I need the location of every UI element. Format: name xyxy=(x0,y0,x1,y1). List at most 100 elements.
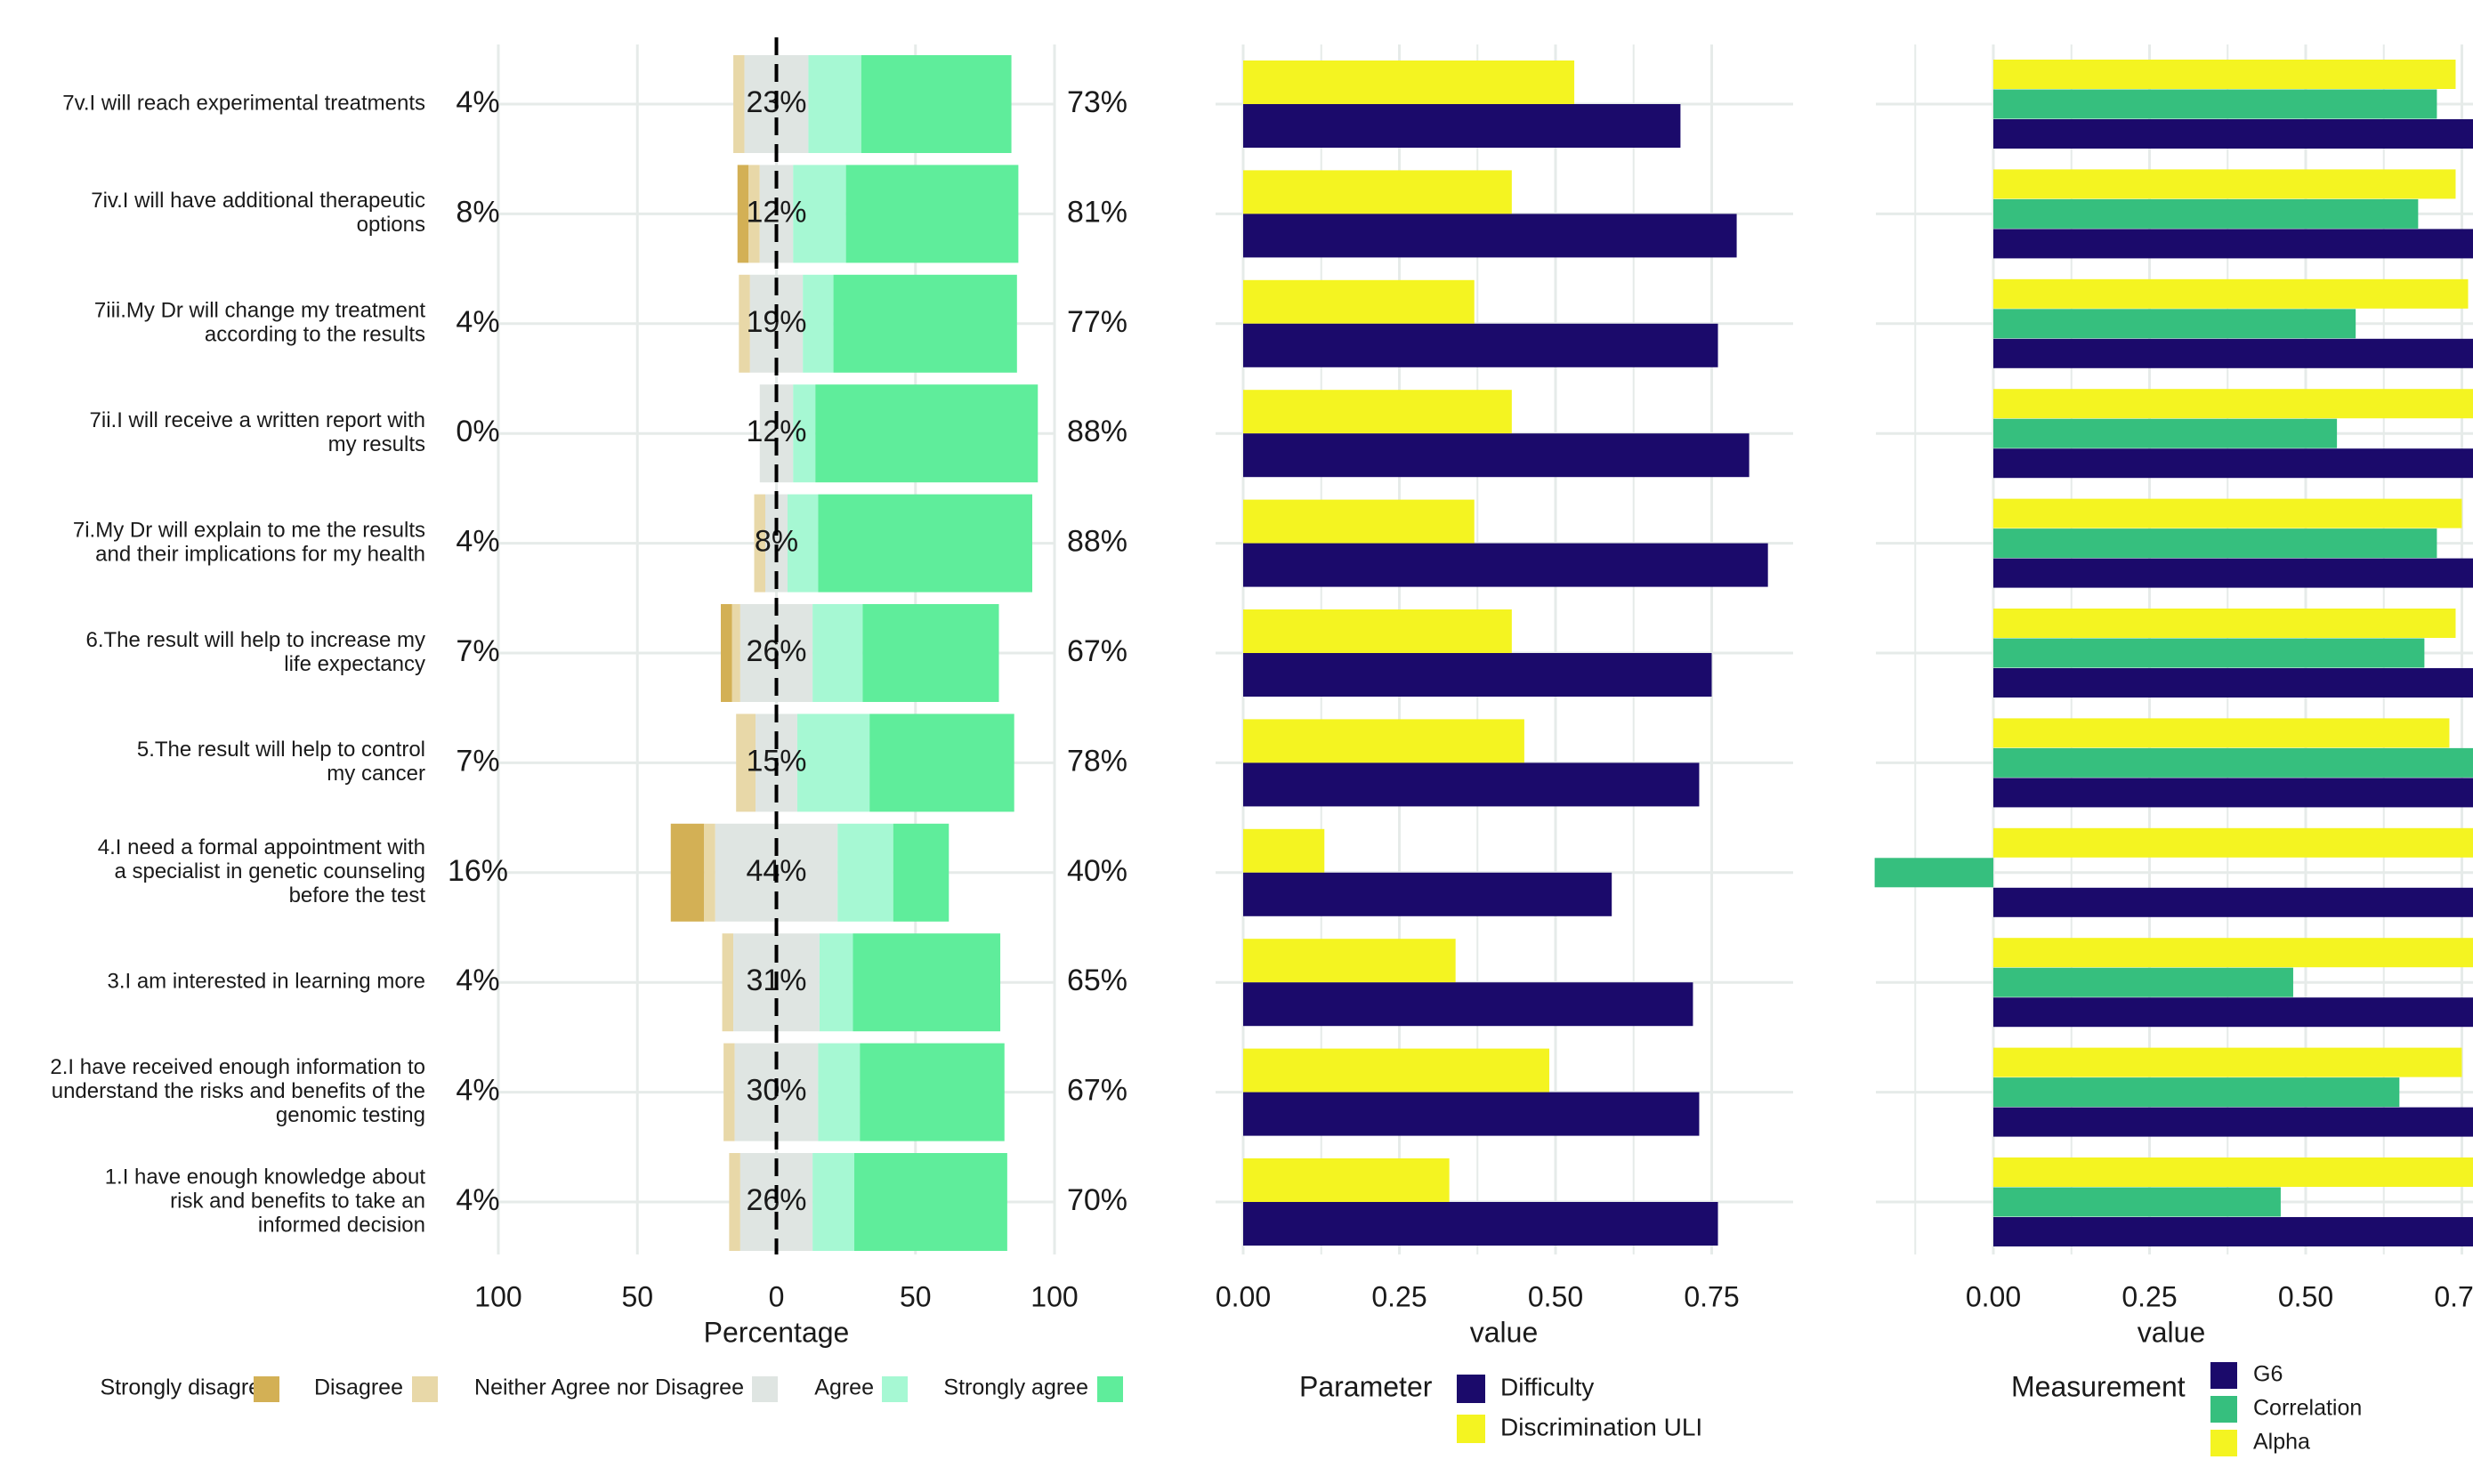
legend-swatch-discrimination xyxy=(1457,1415,1485,1443)
bar-difficulty xyxy=(1243,323,1718,367)
bar-correlation xyxy=(1993,1187,2281,1217)
bar-strongly-agree xyxy=(818,494,1032,593)
bar-strongly-disagree xyxy=(670,823,705,922)
bar-difficulty xyxy=(1243,433,1750,478)
bar-g6 xyxy=(1993,887,2473,917)
left-percent-label: 7% xyxy=(456,634,499,668)
bar-g6 xyxy=(1993,338,2473,368)
category-label: 7ii.I will receive a written report with xyxy=(90,408,425,432)
legend-label: Agree xyxy=(814,1375,874,1400)
left-percent-label: 4% xyxy=(456,85,499,119)
x-axis-title: value xyxy=(2138,1316,2206,1348)
bar-disagree xyxy=(736,714,756,812)
legend-title: Parameter xyxy=(1299,1370,1433,1402)
bar-disagree xyxy=(704,823,715,922)
x-axis-title: Percentage xyxy=(704,1316,850,1348)
x-tick-label: 100 xyxy=(474,1280,521,1312)
bar-disagree xyxy=(731,604,740,702)
category-label: 1.I have enough knowledge about xyxy=(105,1165,426,1189)
bar-alpha xyxy=(1993,169,2456,199)
bar-strongly-agree xyxy=(862,604,999,702)
legend-label: Strongly disagree xyxy=(100,1375,273,1400)
bar-correlation xyxy=(1993,309,2356,339)
right-percent-label: 70% xyxy=(1067,1183,1127,1217)
bar-agree xyxy=(819,933,853,1032)
bar-strongly-agree xyxy=(833,274,1017,373)
category-label: life expectancy xyxy=(284,652,425,676)
bar-discrimination xyxy=(1243,60,1575,104)
legend-swatch-strongly-disagree xyxy=(254,1376,279,1402)
bar-discrimination xyxy=(1243,609,1512,653)
bar-disagree xyxy=(754,494,765,593)
left-percent-label: 4% xyxy=(456,1074,499,1108)
legend-swatch-neither xyxy=(752,1376,778,1402)
category-label: 4.I need a formal appointment with xyxy=(98,835,425,859)
bar-disagree xyxy=(729,1153,740,1251)
bar-g6 xyxy=(1993,778,2473,808)
x-tick-label: 100 xyxy=(1030,1280,1078,1312)
bar-agree xyxy=(808,55,861,153)
bar-g6 xyxy=(1993,997,2473,1028)
bar-g6 xyxy=(1993,668,2473,698)
bar-agree xyxy=(793,384,816,483)
category-label: before the test xyxy=(289,883,426,907)
bar-discrimination xyxy=(1243,1158,1450,1202)
bar-agree xyxy=(812,1153,854,1251)
bar-g6 xyxy=(1993,1217,2473,1246)
legend-swatch-difficulty xyxy=(1457,1375,1485,1403)
bar-correlation xyxy=(1874,858,1993,888)
bar-agree xyxy=(837,823,893,922)
category-label: 6.The result will help to increase my xyxy=(86,628,426,652)
bar-g6 xyxy=(1993,1107,2473,1137)
bar-alpha xyxy=(1993,718,2450,748)
x-axis-title: value xyxy=(1470,1316,1539,1348)
bar-strongly-agree xyxy=(854,1153,1007,1251)
bar-alpha xyxy=(1993,389,2473,419)
bar-difficulty xyxy=(1243,214,1737,258)
category-label: 7i.My Dr will explain to me the results xyxy=(73,518,425,542)
bar-alpha xyxy=(1993,1047,2462,1077)
legend-swatch-g6 xyxy=(2210,1362,2237,1389)
category-label: 3.I am interested in learning more xyxy=(107,970,425,994)
category-label: genomic testing xyxy=(276,1103,425,1127)
category-label: informed decision xyxy=(258,1213,425,1237)
category-label: according to the results xyxy=(205,323,425,347)
bar-correlation xyxy=(1993,1077,2400,1108)
bar-strongly-agree xyxy=(815,384,1038,483)
legend-label: Disagree xyxy=(314,1375,403,1400)
bar-correlation xyxy=(1993,418,2338,448)
category-label: risk and benefits to take an xyxy=(170,1189,425,1213)
legend-swatch-correlation xyxy=(2210,1396,2237,1423)
bar-strongly-agree xyxy=(845,165,1019,263)
bar-g6 xyxy=(1993,448,2473,479)
x-tick-label: 0.75 xyxy=(1684,1280,1739,1312)
bar-agree xyxy=(818,1043,861,1141)
bar-discrimination xyxy=(1243,939,1456,983)
right-percent-label: 40% xyxy=(1067,854,1127,888)
legend-label: Alpha xyxy=(2253,1430,2310,1455)
left-percent-label: 8% xyxy=(456,195,499,229)
category-label: options xyxy=(357,213,425,237)
bar-alpha xyxy=(1993,498,2462,528)
category-label: and their implications for my health xyxy=(95,542,425,566)
bar-agree xyxy=(803,274,834,373)
bar-discrimination xyxy=(1243,170,1512,214)
bar-disagree xyxy=(748,165,760,263)
x-tick-label: 0.00 xyxy=(1966,1280,2021,1312)
bar-difficulty xyxy=(1243,543,1768,587)
bar-alpha xyxy=(1993,60,2456,89)
bar-disagree xyxy=(723,1043,735,1141)
category-label: 7iii.My Dr will change my treatment xyxy=(94,299,425,323)
legend-title: Measurement xyxy=(2011,1370,2186,1402)
bar-correlation xyxy=(1993,89,2437,119)
bar-alpha xyxy=(1993,938,2473,968)
bar-strongly-agree xyxy=(853,933,1001,1032)
bar-difficulty xyxy=(1243,653,1712,697)
bar-correlation xyxy=(1993,747,2473,778)
x-tick-label: 0.50 xyxy=(2278,1280,2333,1312)
left-percent-label: 4% xyxy=(456,305,499,339)
right-percent-label: 81% xyxy=(1067,195,1127,229)
category-label: 5.The result will help to control xyxy=(137,738,425,762)
bar-agree xyxy=(788,494,819,593)
